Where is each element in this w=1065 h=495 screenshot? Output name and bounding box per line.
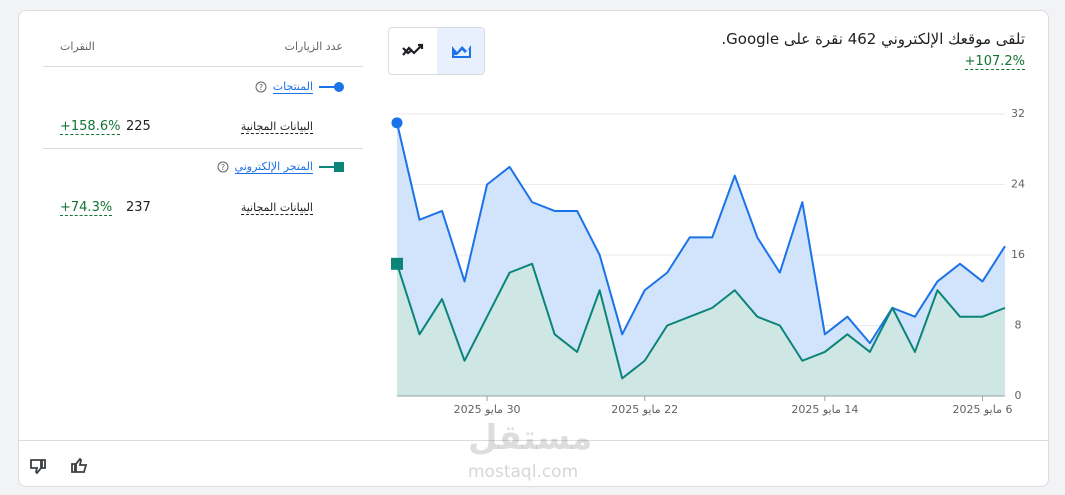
legend-item[interactable]: المنتجات ? <box>255 80 345 94</box>
column-header: عدد الزيارات <box>284 40 343 53</box>
thumbs-up[interactable] <box>69 456 89 476</box>
legend-item[interactable]: المتجر الإلكتروني ? <box>217 160 345 174</box>
y-tick-label: 16 <box>1011 248 1025 261</box>
area <box>397 263 1005 396</box>
svg-text:?: ? <box>259 83 263 92</box>
watermark-name: مستقل <box>468 418 593 458</box>
divider <box>43 66 363 67</box>
chart: 0 8 16 24 32 30 مايو 2025 22 مايو 2025 14 مايو … <box>391 107 1025 416</box>
line <box>396 262 1006 380</box>
help-icon[interactable]: ? <box>217 161 229 173</box>
y-tick-label: 32 <box>1011 107 1025 120</box>
legend-marker <box>319 162 344 172</box>
area-icon <box>452 45 471 58</box>
column-header: النقرات <box>60 40 95 53</box>
line-icon <box>402 43 424 56</box>
chart-toggle <box>388 27 485 75</box>
x-tick-label: 22 مايو 2025 <box>611 403 678 416</box>
row-change: +158.6% <box>60 119 121 135</box>
row-change: +74.3% <box>60 200 113 216</box>
summary-change: +107.2% <box>964 54 1025 70</box>
x-tick-label: 6 مايو 2025 <box>952 403 1012 416</box>
legend-marker <box>319 82 344 92</box>
row-label: البيانات المجانية <box>240 201 313 215</box>
help-icon[interactable]: ? <box>255 81 267 93</box>
row-label: البيانات المجانية <box>240 120 313 134</box>
area-button[interactable] <box>437 28 484 74</box>
point-marker <box>391 257 403 270</box>
x-tick-label: 14 مايو 2025 <box>791 403 858 416</box>
legend-label: المتجر الإلكتروني <box>234 160 313 174</box>
svg-text:?: ? <box>220 163 224 172</box>
y-tick-label: 24 <box>1011 178 1025 191</box>
legend-label: المنتجات <box>272 80 313 94</box>
row-value: 237 <box>126 200 151 215</box>
point-marker <box>391 117 403 129</box>
x-tick-label: 30 مايو 2025 <box>454 403 521 416</box>
divider <box>43 148 363 149</box>
line <box>396 122 1006 345</box>
y-tick-label: 8 <box>1015 319 1022 332</box>
thumbs-down[interactable] <box>28 456 48 476</box>
row-value: 225 <box>126 119 151 134</box>
summary-title: تلقى موقعك الإلكتروني 462 نقرة على Googl… <box>721 30 1025 48</box>
footer-divider <box>19 440 1048 441</box>
watermark-url: mostaql.com <box>468 462 579 482</box>
y-tick-label: 0 <box>1015 389 1022 402</box>
